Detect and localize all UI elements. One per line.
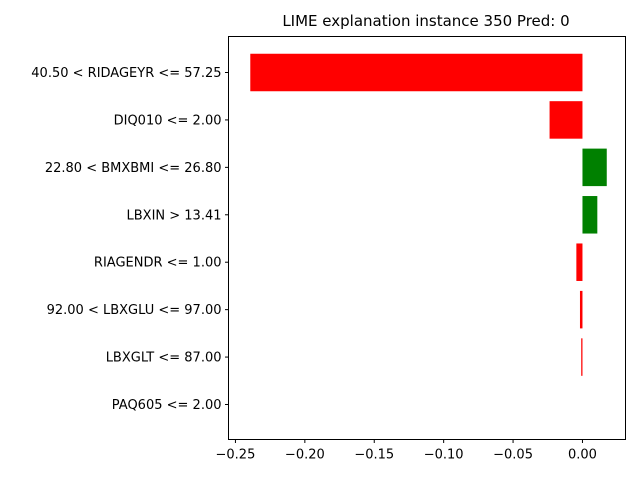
bar-5 (579, 290, 583, 329)
bar-2 (582, 148, 607, 187)
x-tick-label: −0.05 (493, 448, 533, 463)
y-tick-label: LBXIN > 13.41 (127, 208, 222, 223)
axes-frame (228, 36, 626, 440)
y-tick-label: RIAGENDR <= 1.00 (94, 256, 222, 271)
bar-4 (576, 243, 583, 281)
x-tick-label: −0.10 (424, 448, 464, 463)
x-tick-label: −0.25 (216, 448, 256, 463)
x-tick-label: −0.20 (285, 448, 325, 463)
y-tick-label: 92.00 < LBXGLU <= 97.00 (47, 303, 222, 318)
y-tick-label: DIQ010 <= 2.00 (114, 113, 222, 128)
bar-6 (581, 338, 583, 376)
x-tick-label: 0.00 (568, 448, 597, 463)
y-tick-label: LBXGLT <= 87.00 (106, 351, 222, 366)
chart-title: LIME explanation instance 350 Pred: 0 (282, 12, 569, 30)
bars-group (250, 53, 607, 376)
y-tick-label: PAQ605 <= 2.00 (112, 398, 222, 413)
bar-0 (250, 53, 583, 92)
x-axis-ticks: −0.25 −0.20 −0.15 −0.10 −0.05 0.00 (216, 439, 597, 463)
y-tick-label: 40.50 < RIDAGEYR <= 57.25 (31, 66, 221, 81)
y-axis-ticks: 40.50 < RIDAGEYR <= 57.25 DIQ010 <= 2.00 2… (31, 66, 229, 413)
bar-1 (549, 101, 583, 139)
bar-3 (582, 196, 598, 234)
x-tick-label: −0.15 (354, 448, 394, 463)
y-tick-label: 22.80 < BMXBMI <= 26.80 (45, 161, 222, 176)
